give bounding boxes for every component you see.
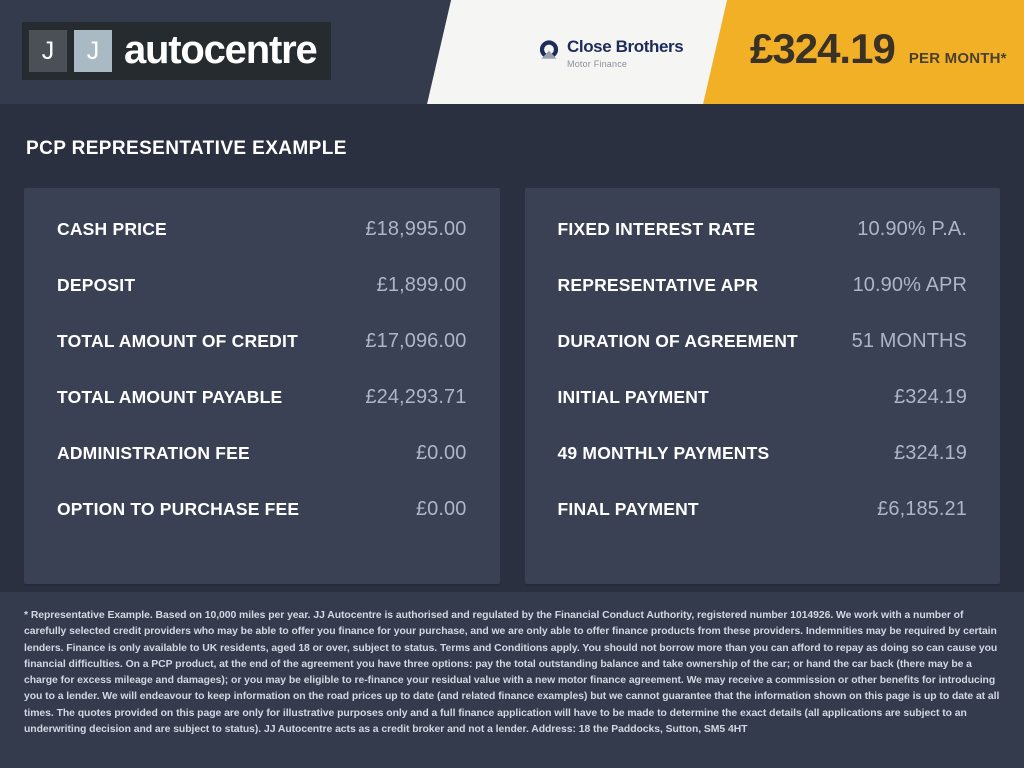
finance-row-value: 10.90% APR (852, 274, 967, 296)
finance-row: REPRESENTATIVE APR 10.90% APR (558, 274, 968, 330)
finance-row-label: 49 MONTHLY PAYMENTS (557, 443, 770, 463)
finance-row-value: £18,995.00 (365, 218, 467, 240)
lender-subtitle: Motor Finance (567, 59, 628, 69)
finance-row-label: CASH PRICE (57, 219, 167, 239)
finance-row: DURATION OF AGREEMENT 51 MONTHS (558, 330, 968, 386)
footer-disclaimer-band: * Representative Example. Based on 10,00… (0, 592, 1024, 768)
finance-row-value: £1,899.00 (376, 274, 467, 296)
finance-row-label: OPTION TO PURCHASE FEE (57, 499, 300, 519)
finance-row: TOTAL AMOUNT PAYABLE £24,293.71 (57, 386, 467, 442)
price-amount: £324.19 (750, 25, 896, 72)
logo-initial-first: J (29, 30, 67, 72)
finance-row: ADMINISTRATION FEE £0.00 (57, 442, 467, 498)
finance-row-label: FIXED INTEREST RATE (557, 219, 756, 239)
finance-row-value: £0.00 (415, 442, 467, 464)
close-brothers-text: Close Brothers Motor Finance (567, 37, 684, 69)
finance-row-label: DEPOSIT (57, 275, 136, 295)
logo-wordmark: autocentre (124, 28, 318, 72)
finance-row: 49 MONTHLY PAYMENTS £324.19 (558, 442, 968, 498)
finance-row: DEPOSIT £1,899.00 (57, 274, 467, 330)
finance-row-value: £324.19 (894, 386, 967, 408)
monthly-price-badge: £324.19 PER MONTH* (750, 28, 1007, 70)
finance-row-value: £6,185.21 (877, 498, 967, 520)
finance-panels: CASH PRICE £18,995.00 DEPOSIT £1,899.00 TOTA… (24, 188, 1000, 584)
close-brothers-mark-icon (538, 39, 560, 61)
finance-row-value: £0.00 (415, 498, 467, 520)
finance-row-label: FINAL PAYMENT (557, 499, 699, 519)
finance-row: CASH PRICE £18,995.00 (57, 218, 467, 274)
finance-panel-left: CASH PRICE £18,995.00 DEPOSIT £1,899.00 TOTA… (24, 188, 500, 584)
finance-row-value: £24,293.71 (365, 386, 467, 408)
finance-row-label: DURATION OF AGREEMENT (557, 331, 798, 351)
finance-row-label: INITIAL PAYMENT (557, 387, 709, 407)
finance-row-label: TOTAL AMOUNT OF CREDIT (57, 331, 298, 351)
finance-row: TOTAL AMOUNT OF CREDIT £17,096.00 (57, 330, 467, 386)
disclaimer-text: * Representative Example. Based on 10,00… (24, 610, 1000, 736)
finance-row-label: TOTAL AMOUNT PAYABLE (57, 387, 283, 407)
finance-row: OPTION TO PURCHASE FEE £0.00 (57, 498, 467, 554)
finance-row-value: 10.90% P.A. (857, 218, 967, 240)
main-content: PCP REPRESENTATIVE EXAMPLE CASH PRICE £18… (0, 138, 1024, 584)
finance-row-value: £17,096.00 (365, 330, 467, 352)
page-title: PCP REPRESENTATIVE EXAMPLE (26, 138, 347, 159)
finance-row-value: 51 MONTHS (851, 330, 967, 352)
finance-row-label: REPRESENTATIVE APR (557, 275, 759, 295)
finance-row-value: £324.19 (894, 442, 967, 464)
finance-row-label: ADMINISTRATION FEE (57, 443, 250, 463)
logo-initial-second: J (74, 30, 112, 72)
close-brothers-lockup: Close Brothers Motor Finance (538, 37, 684, 69)
lender-name: Close Brothers (567, 37, 684, 56)
finance-row: FIXED INTEREST RATE 10.90% P.A. (558, 218, 968, 274)
jj-autocentre-logo[interactable]: J J autocentre (22, 22, 331, 80)
page-header: J J autocentre Close Brothers Motor Fina… (0, 0, 1024, 104)
price-period-label: PER MONTH* (908, 50, 1007, 67)
finance-row: INITIAL PAYMENT £324.19 (558, 386, 968, 442)
finance-panel-right: FIXED INTEREST RATE 10.90% P.A. REPRESENTA… (524, 188, 1000, 584)
finance-row: FINAL PAYMENT £6,185.21 (558, 498, 968, 554)
